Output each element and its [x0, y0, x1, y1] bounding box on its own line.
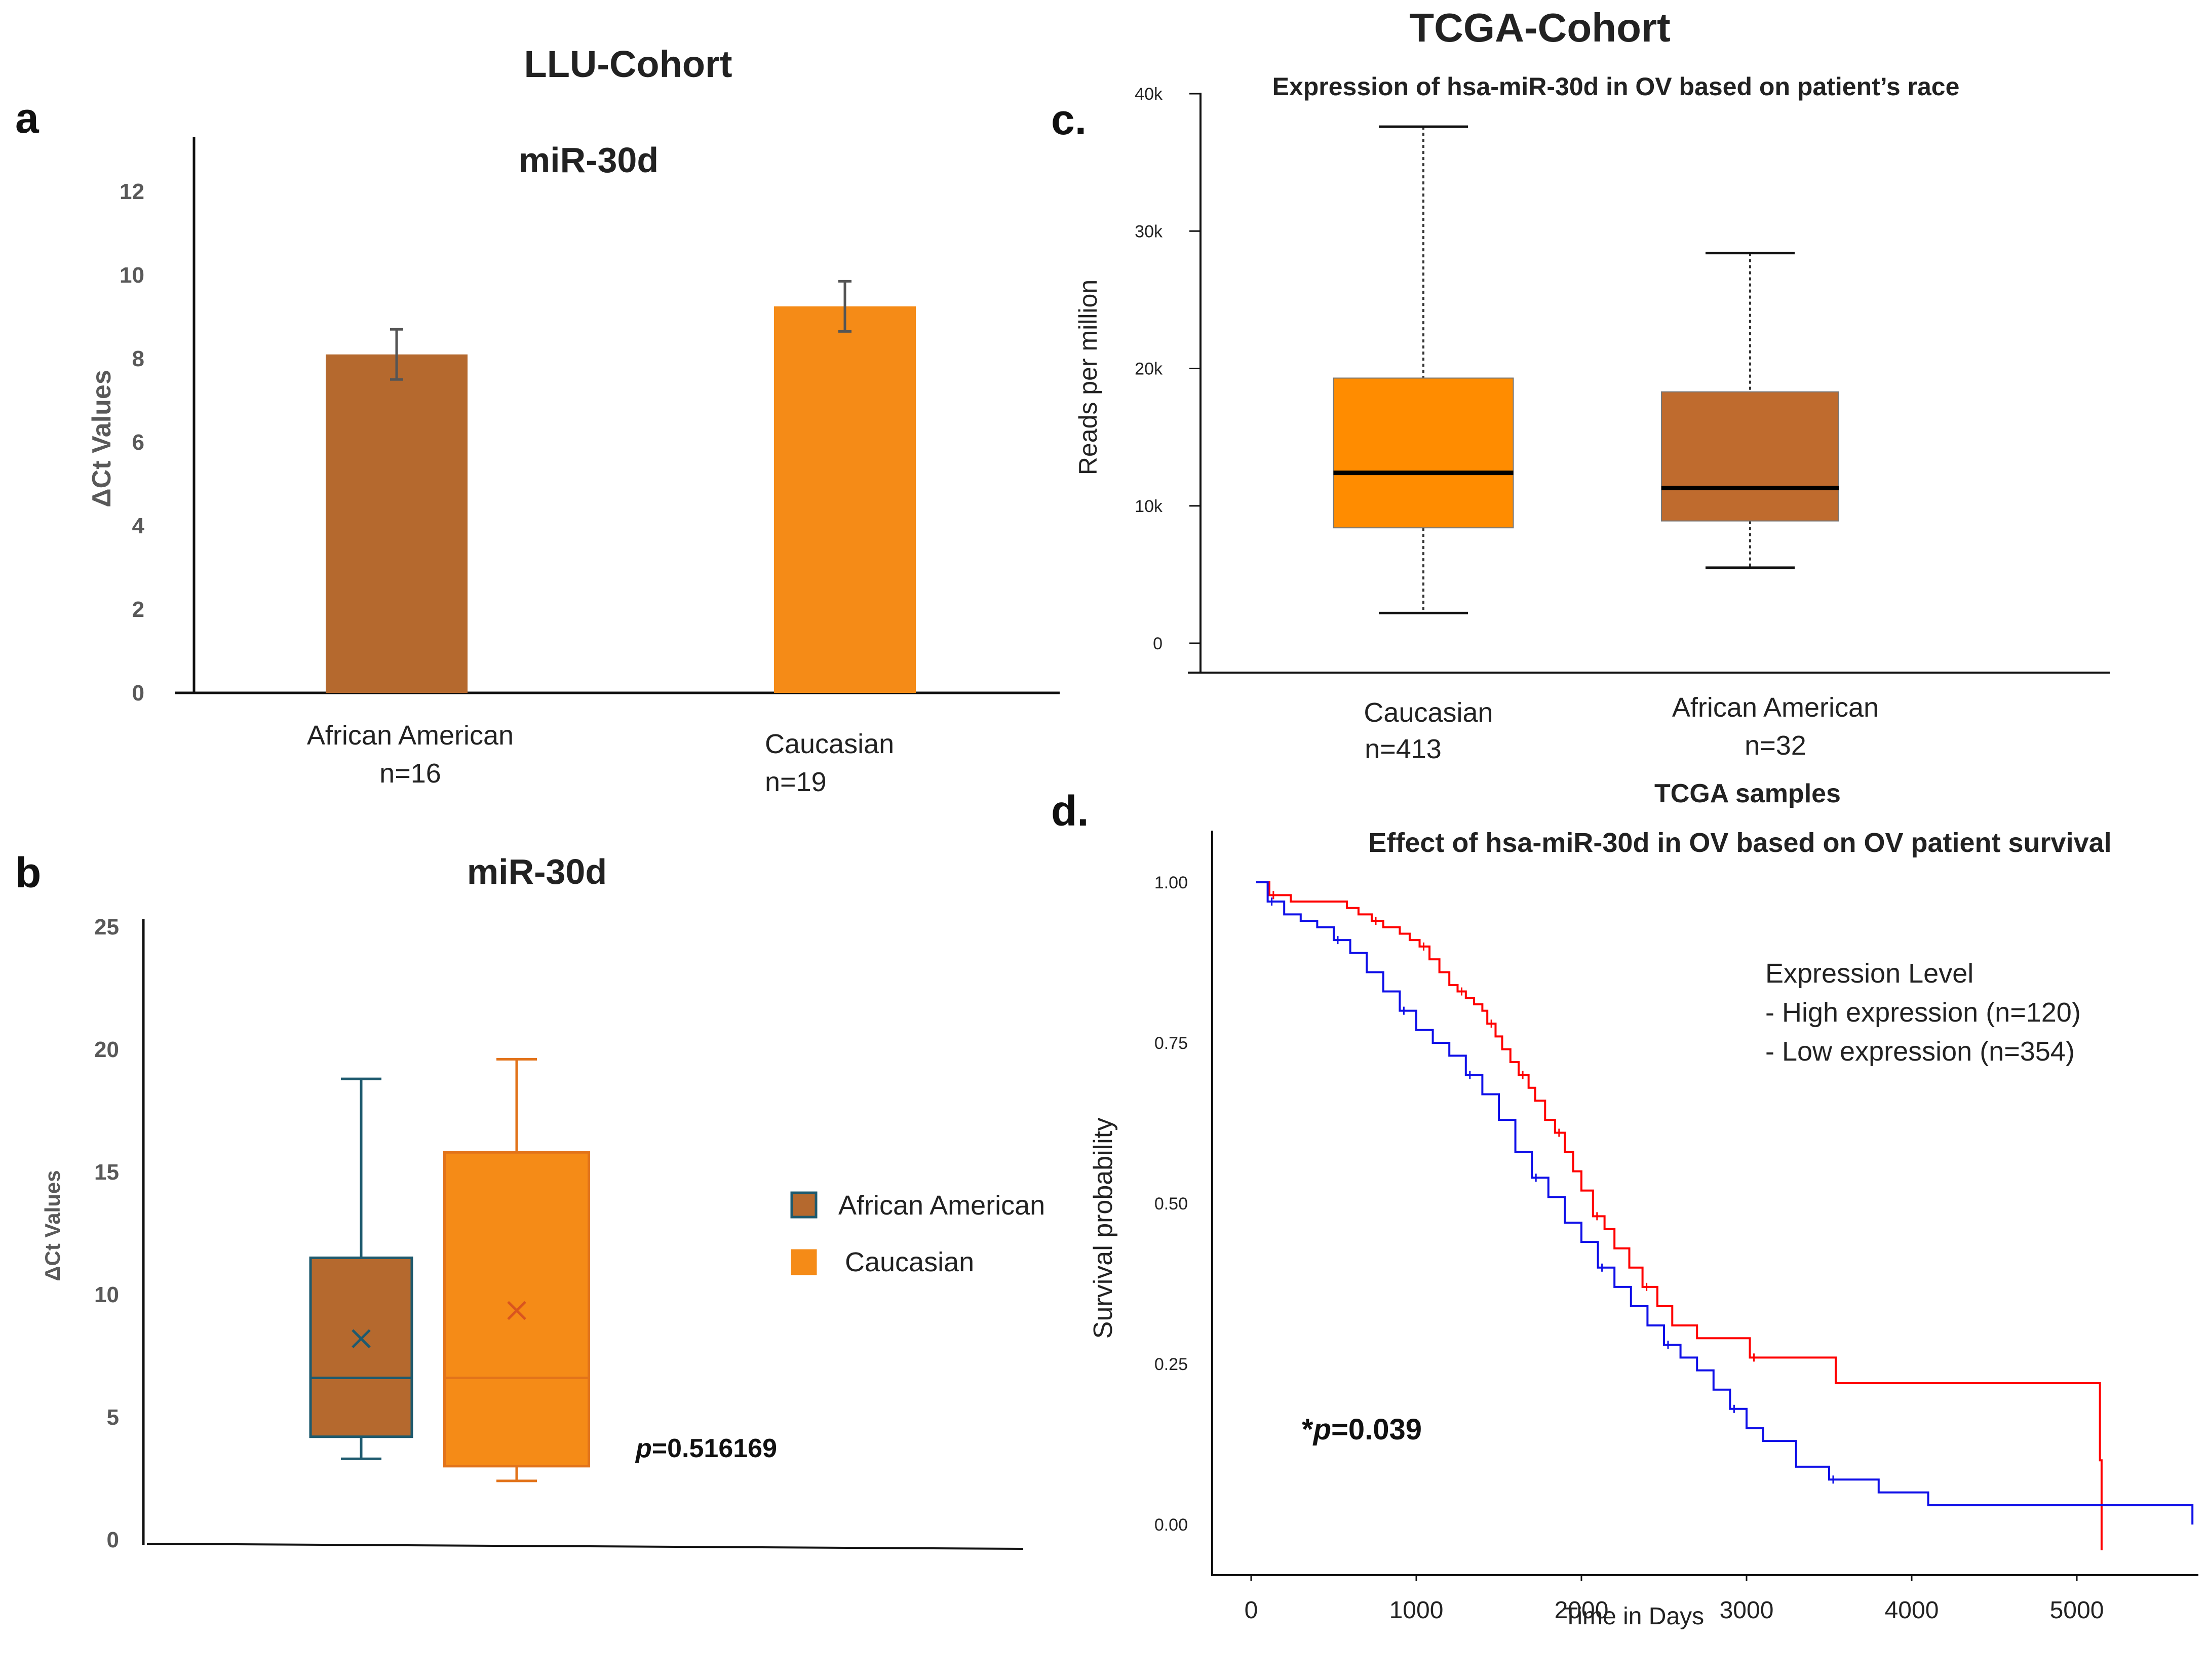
panel-a-category-label-1: African American	[307, 720, 514, 751]
panel-b-legend-label-caucasian: Caucasian	[845, 1247, 974, 1277]
panel-d-ytick-2: 0.50	[1154, 1194, 1188, 1214]
panel-d-title: Effect of hsa-miR-30d in OV based on OV …	[1368, 828, 2111, 858]
panel-b-ytick-3: 15	[94, 1160, 119, 1185]
panel-d-ylabel: Survival probability	[1089, 1118, 1118, 1339]
panel-a-ytick-4: 8	[132, 346, 144, 371]
panel-d-curve-high	[1259, 881, 2103, 1550]
panel-letter-d: d.	[1051, 787, 1089, 835]
panel-d-xtick-4: 4000	[1885, 1597, 1939, 1624]
panel-c-box-plot: Expression of hsa-miR-30d in OV based on…	[1074, 72, 2110, 808]
panel-a-bar-1	[774, 306, 916, 693]
panel-a-ytick-3: 6	[132, 430, 144, 455]
panel-d-ytick-3: 0.75	[1154, 1034, 1188, 1053]
panel-a-bar-chart: miR-30d ΔCt Values 0 2 4 6 8 10 12 African Ame…	[87, 137, 1060, 797]
panel-d-xtick-2: 2000	[1555, 1597, 1609, 1624]
panel-b-ytick-2: 10	[94, 1282, 119, 1307]
panel-b-legend-swatch-african-american	[790, 1191, 818, 1219]
panel-c-xlabel: TCGA samples	[1654, 779, 1841, 808]
panel-a-category-n-2: n=19	[765, 767, 827, 797]
panel-d-xlabel: Time in Days	[1563, 1603, 1704, 1630]
tcga-cohort-title: TCGA-Cohort	[1409, 5, 1670, 50]
panel-a-ytick-1: 2	[132, 597, 144, 622]
panel-b-ytick-1: 5	[107, 1405, 119, 1430]
panel-b-box-plot: miR-30d ΔCt Values 0 5 10 15 20 25 African Am…	[41, 852, 1045, 1552]
panel-c-title: Expression of hsa-miR-30d in OV based on…	[1272, 72, 1960, 101]
panel-b-x-axis	[146, 1543, 1024, 1550]
panel-d-ytick-0: 0.00	[1154, 1515, 1188, 1535]
panel-c-box-0	[1333, 377, 1514, 529]
panel-c-category-n-1: n=413	[1365, 734, 1442, 764]
panel-letter-c: c.	[1051, 96, 1087, 143]
panel-d-xtick-3: 3000	[1720, 1597, 1774, 1624]
panel-a-ytick-5: 10	[120, 263, 144, 288]
panel-c-ylabel: Reads per million	[1074, 280, 1102, 475]
panel-b-legend-label-african-american: African American	[838, 1190, 1045, 1221]
panel-c-ytick-4: 40k	[1135, 85, 1163, 104]
panel-a-title: miR-30d	[519, 140, 659, 180]
panel-c-category-label-2: African American	[1672, 692, 1879, 723]
panel-d-ytick-4: 1.00	[1154, 873, 1188, 892]
panel-a-ytick-0: 0	[132, 681, 144, 706]
panel-c-box-1	[1661, 391, 1839, 522]
panel-d-legend-low: - Low expression (n=354)	[1765, 1036, 2075, 1067]
panel-c-ytick-0: 0	[1153, 634, 1163, 653]
panel-b-mean-marker-0	[352, 1329, 371, 1348]
panel-a-ytick-6: 12	[120, 179, 144, 204]
panel-d-curve-low	[1256, 881, 2194, 1525]
panel-a-category-n-1: n=16	[379, 758, 441, 789]
panel-d-xtick-0: 0	[1245, 1597, 1258, 1624]
panel-d-survival-plot: Effect of hsa-miR-30d in OV based on OV …	[1089, 828, 2198, 1630]
panel-a-category-label-2: Caucasian	[765, 729, 894, 759]
panel-c-ytick-1: 10k	[1135, 497, 1163, 516]
panel-letter-a: a	[15, 94, 40, 142]
panel-b-title: miR-30d	[467, 852, 607, 891]
panel-c-ytick-3: 30k	[1135, 222, 1163, 241]
panel-letter-b: b	[15, 849, 41, 896]
panel-a-bar-0	[326, 354, 468, 693]
panel-b-mean-marker-1	[507, 1301, 526, 1320]
panel-a-ylabel: ΔCt Values	[87, 370, 117, 507]
panel-d-xtick-5: 5000	[2050, 1597, 2104, 1624]
llu-cohort-title: LLU-Cohort	[524, 43, 732, 85]
panel-d-legend-title: Expression Level	[1765, 958, 1973, 989]
panel-b-legend-swatch-caucasian	[791, 1249, 817, 1275]
panel-c-ytick-2: 20k	[1135, 360, 1163, 379]
panel-b-p-value: p=0.516169	[635, 1434, 777, 1463]
panel-b-ytick-5: 25	[94, 915, 119, 940]
panel-b-ytick-4: 20	[94, 1037, 119, 1062]
panel-d-ytick-1: 0.25	[1154, 1355, 1188, 1374]
panel-b-ytick-0: 0	[107, 1528, 119, 1552]
panel-c-category-label-1: Caucasian	[1364, 697, 1493, 728]
panel-b-ylabel: ΔCt Values	[41, 1170, 64, 1281]
panel-c-category-n-2: n=32	[1745, 730, 1806, 761]
panel-a-ytick-2: 4	[132, 514, 145, 538]
panel-d-xtick-1: 1000	[1389, 1597, 1444, 1624]
panel-d-legend-high: - High expression (n=120)	[1765, 997, 2081, 1028]
panel-d-p-value: *p=0.039	[1302, 1413, 1422, 1446]
panel-b-box-0	[309, 1256, 413, 1438]
